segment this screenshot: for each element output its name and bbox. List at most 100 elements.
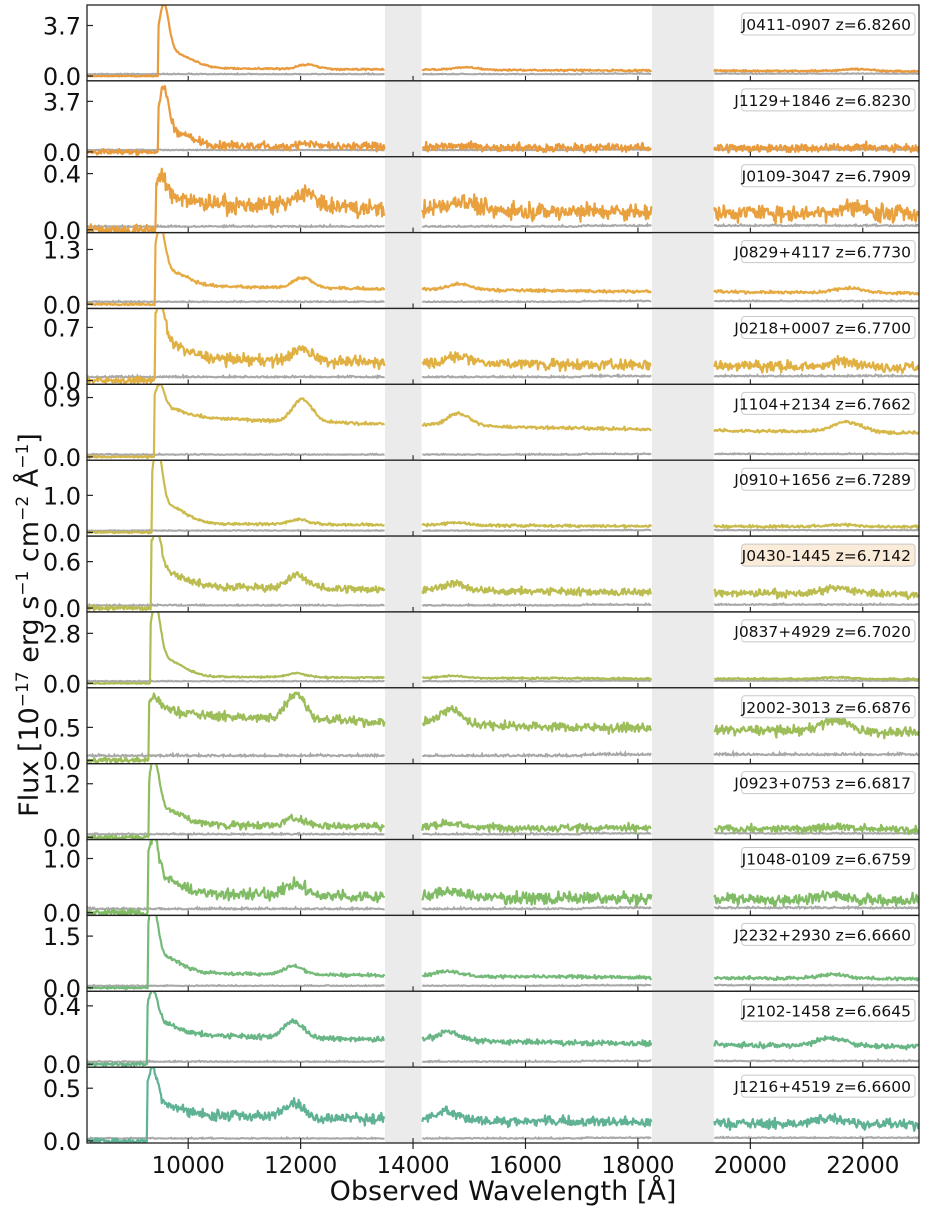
x-tick-label: 12000 xyxy=(264,1153,337,1179)
flux-spectrum-line xyxy=(87,763,919,840)
y-label-exp2: −1 xyxy=(13,571,33,596)
flux-spectrum-line xyxy=(87,85,919,156)
masked-region xyxy=(651,839,714,916)
quasar-label: J2002-3013 z=6.6876 xyxy=(741,699,911,717)
quasar-label: J1129+1846 z=6.8230 xyxy=(733,92,911,110)
masked-region xyxy=(384,611,422,688)
masked-region xyxy=(651,384,714,461)
quasar-label-box xyxy=(741,998,916,1022)
error-spectrum-line xyxy=(87,678,919,683)
x-tick-label: 18000 xyxy=(601,1153,674,1179)
quasar-label-box xyxy=(741,543,916,567)
masked-region xyxy=(384,687,422,764)
error-spectrum-line xyxy=(87,298,919,304)
x-tick-label: 16000 xyxy=(489,1153,562,1179)
quasar-label-box xyxy=(741,315,916,339)
y-tick-label: 1.0 xyxy=(43,846,81,874)
quasar-label-box xyxy=(741,1074,916,1098)
flux-spectrum-line xyxy=(87,1067,919,1143)
quasar-label: J1048-0109 z=6.6759 xyxy=(741,851,911,869)
spectrum-panel: 0.0 3.7 J0411-0907 z=6.8260 xyxy=(43,4,920,91)
y-tick-label: 2.8 xyxy=(43,620,81,648)
flux-spectrum-line xyxy=(87,915,919,991)
y-tick-label: 0.4 xyxy=(43,993,81,1021)
spectrum-panel: 0.0 1.0 J1048-0109 z=6.6759 xyxy=(43,838,920,928)
y-tick-label: 0.0 xyxy=(43,217,81,245)
y-tick-label: 0.0 xyxy=(43,1128,81,1156)
quasar-label-box xyxy=(741,695,916,719)
spectrum-panel: 0.0 0.4 J0109-3047 z=6.7909 xyxy=(43,156,920,245)
y-tick-label: 1.3 xyxy=(43,236,81,264)
flux-spectrum-line xyxy=(87,5,919,78)
flux-spectrum-line xyxy=(87,991,919,1067)
masked-region xyxy=(651,1067,714,1143)
masked-region xyxy=(384,839,422,916)
error-spectrum-line xyxy=(87,528,919,533)
masked-region xyxy=(651,156,714,233)
masked-region xyxy=(384,80,422,157)
y-tick-label: 0.0 xyxy=(43,670,81,698)
masked-region xyxy=(651,308,714,385)
flux-spectrum-line xyxy=(87,232,919,307)
y-tick-label: 3.7 xyxy=(43,88,81,116)
x-axis: 10000 12000 14000 16000 18000 20000 22000 xyxy=(152,1143,899,1179)
y-tick-label: 0.9 xyxy=(43,385,81,413)
quasar-label: J0411-0907 z=6.8260 xyxy=(741,16,911,34)
spectrum-panel: 0.0 1.5 J2232+2930 z=6.6660 xyxy=(43,914,920,1003)
y-tick-label: 0.5 xyxy=(43,1075,81,1103)
masked-region xyxy=(384,991,422,1068)
quasar-label-box xyxy=(741,619,916,643)
masked-region xyxy=(651,536,714,612)
spectrum-panel: 0.0 1.3 J0829+4117 z=6.7730 xyxy=(43,231,920,319)
flux-spectrum-line xyxy=(87,167,919,233)
flux-spectrum-line xyxy=(87,536,919,612)
y-tick-label: 1.0 xyxy=(43,482,81,510)
y-label-mid2: cm xyxy=(14,521,45,571)
y-tick-label: 0.0 xyxy=(43,824,81,852)
y-tick-label: 0.0 xyxy=(43,900,81,928)
masked-region xyxy=(651,915,714,992)
y-tick-label: 0.0 xyxy=(43,747,81,775)
masked-region xyxy=(651,687,714,764)
masked-region xyxy=(651,80,714,157)
y-axis-label: Flux [10−17 erg s−1 cm−2 Å−1] xyxy=(13,433,45,817)
quasar-label-box xyxy=(741,240,916,264)
x-tick-label: 14000 xyxy=(376,1153,449,1179)
masked-region xyxy=(651,611,714,688)
quasar-label-box xyxy=(741,164,916,188)
y-label-prefix: Flux [10 xyxy=(14,707,45,817)
y-tick-label: 0.4 xyxy=(43,161,81,189)
flux-spectrum-line xyxy=(87,460,919,535)
quasar-label-box xyxy=(741,847,916,871)
y-label-exp1: −17 xyxy=(13,671,33,707)
masked-region xyxy=(651,232,714,309)
y-tick-label: 0.0 xyxy=(43,63,81,91)
y-tick-label: 3.7 xyxy=(43,13,81,41)
y-tick-label: 0.7 xyxy=(43,314,81,342)
error-spectrum-line xyxy=(87,451,919,457)
y-label-suffix: ] xyxy=(14,433,45,444)
quasar-label: J0218+0007 z=6.7700 xyxy=(733,319,911,337)
quasar-label: J1216+4519 z=6.6600 xyxy=(733,1078,911,1096)
spectrum-panel: 0.0 0.5 J2002-3013 z=6.6876 xyxy=(43,687,920,775)
masked-region xyxy=(384,5,422,81)
masked-region xyxy=(384,308,422,385)
y-tick-label: 0.0 xyxy=(43,368,81,396)
x-tick-label: 10000 xyxy=(152,1153,225,1179)
error-spectrum-line xyxy=(87,983,919,988)
masked-region xyxy=(384,536,422,612)
quasar-label: J2232+2930 z=6.6660 xyxy=(733,926,911,944)
spectrum-panel: 0.0 0.6 J0430-1445 z=6.7142 xyxy=(43,535,920,623)
quasar-label-box xyxy=(741,467,916,491)
x-tick-label: 20000 xyxy=(714,1153,787,1179)
quasar-label: J0923+0753 z=6.6817 xyxy=(733,775,911,793)
spectrum-panel: 0.0 2.8 J0837+4929 z=6.7020 xyxy=(43,611,920,698)
y-tick-label: 0.0 xyxy=(43,519,81,547)
quasar-label-box xyxy=(741,12,916,36)
spectrum-panel: 0.0 0.9 J1104+2134 z=6.7662 xyxy=(43,383,920,472)
quasar-label: J2102-1458 z=6.6645 xyxy=(741,1002,911,1020)
error-spectrum-line xyxy=(87,1057,919,1064)
quasar-label: J0837+4929 z=6.7020 xyxy=(733,623,911,641)
quasar-label-box xyxy=(741,922,916,946)
